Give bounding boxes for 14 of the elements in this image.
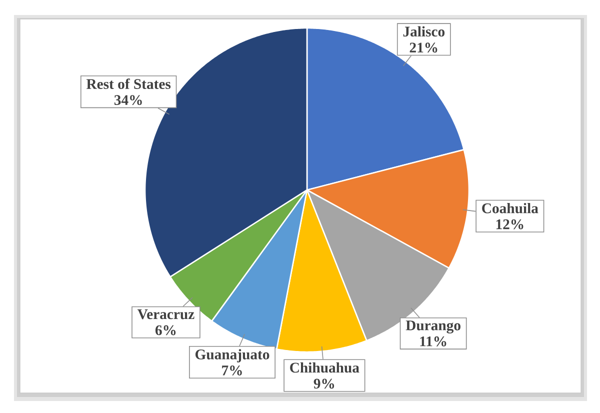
slice-label: Guanajuato bbox=[195, 349, 270, 362]
slice-label: Chihuahua bbox=[290, 362, 360, 373]
data-label: 12% bbox=[496, 219, 524, 230]
data-label: 21% bbox=[410, 42, 438, 53]
slice-label: Veracruz bbox=[137, 309, 194, 320]
slice-label: Coahuila bbox=[482, 202, 538, 214]
data-label: 7% bbox=[222, 366, 242, 376]
slice-label: Jalisco bbox=[403, 26, 445, 37]
slice-label: Rest of States bbox=[86, 78, 171, 89]
data-label: 11% bbox=[420, 336, 446, 346]
data-label: 6% bbox=[155, 325, 176, 336]
data-label: 9% bbox=[314, 378, 334, 389]
data-label: 34% bbox=[114, 95, 142, 106]
slice-label: Durango bbox=[406, 320, 460, 334]
